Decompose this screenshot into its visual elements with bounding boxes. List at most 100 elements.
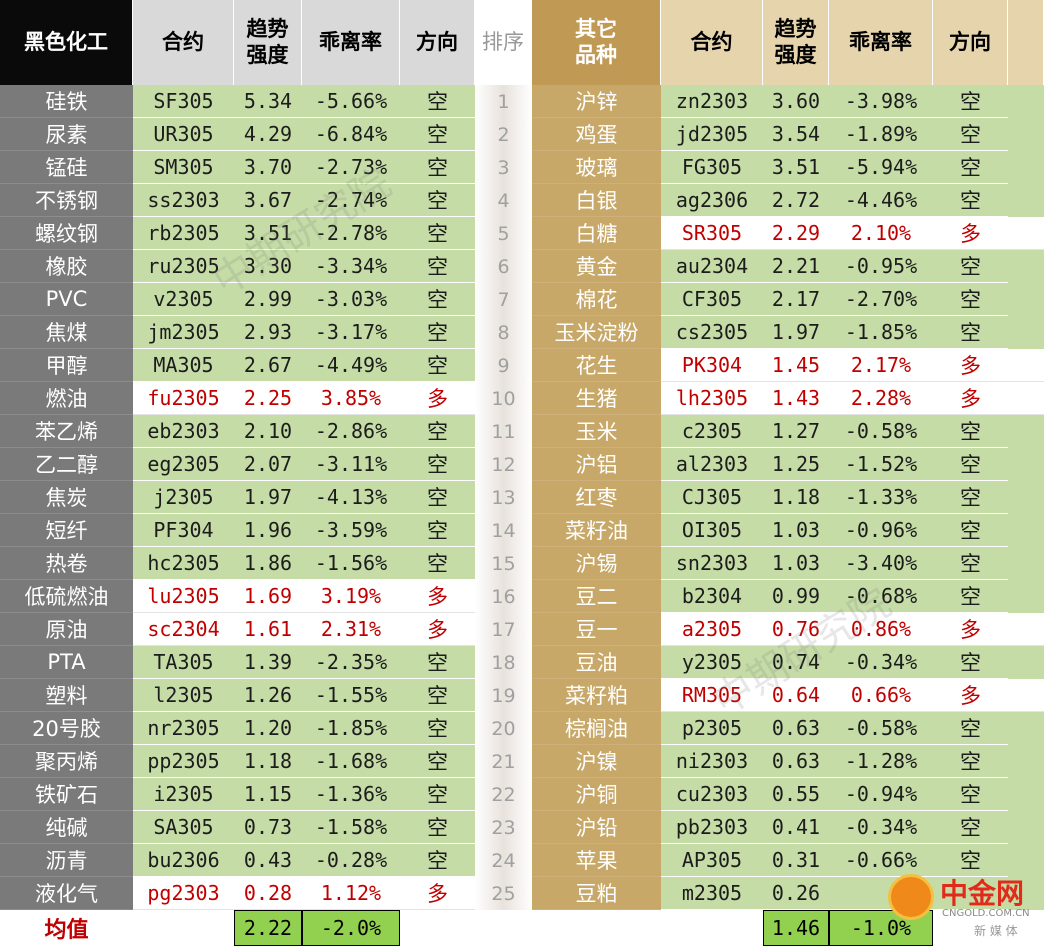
left-contract: SF305 [133,85,234,118]
right-deviation: -1.33% [829,481,933,514]
rank-number: 9 [475,349,532,382]
row-edge [1008,580,1044,613]
rank-number: 24 [475,844,532,877]
left-strength: 1.20 [234,712,302,745]
left-direction: 空 [400,250,475,283]
left-contract: v2305 [133,283,234,316]
right-strength: 3.54 [763,118,829,151]
right-variety-name: 花生 [532,349,661,382]
right-variety-name: 沪镍 [532,745,661,778]
right-strength: 0.63 [763,745,829,778]
left-variety-name: 聚丙烯 [0,745,133,778]
right-deviation [829,877,933,910]
left-contract: TA305 [133,646,234,679]
row-edge [1008,349,1044,382]
right-direction: 多 [933,382,1008,415]
left-strength: 2.25 [234,382,302,415]
right-contract: a2305 [661,613,763,646]
right-deviation: -3.40% [829,547,933,580]
right-strength: 1.25 [763,448,829,481]
right-strength: 0.26 [763,877,829,910]
right-contract: CJ305 [661,481,763,514]
right-strength: 2.29 [763,217,829,250]
right-contract: PK304 [661,349,763,382]
rank-number: 6 [475,250,532,283]
left-variety-name: 焦煤 [0,316,133,349]
right-deviation: 2.28% [829,382,933,415]
left-deviation: -3.17% [302,316,400,349]
right-variety-name: 苹果 [532,844,661,877]
rank-number: 13 [475,481,532,514]
left-strength: 3.51 [234,217,302,250]
right-contract: sn2303 [661,547,763,580]
right-strength: 0.64 [763,679,829,712]
left-deviation: -0.28% [302,844,400,877]
left-contract: PF304 [133,514,234,547]
left-contract: pg2303 [133,877,234,910]
right-deviation-header: 乖离率 [829,0,933,85]
right-direction: 空 [933,448,1008,481]
right-deviation: -0.68% [829,580,933,613]
row-edge [1008,283,1044,316]
left-deviation: -4.13% [302,481,400,514]
right-contract: au2304 [661,250,763,283]
right-variety-name: 鸡蛋 [532,118,661,151]
right-direction: 空 [933,712,1008,745]
right-strength: 1.27 [763,415,829,448]
right-deviation: 2.10% [829,217,933,250]
right-deviation: -0.34% [829,646,933,679]
right-strength: 2.72 [763,184,829,217]
right-strength: 1.97 [763,316,829,349]
right-contract: b2304 [661,580,763,613]
right-variety-name: 豆油 [532,646,661,679]
right-strength: 3.51 [763,151,829,184]
right-variety-name: 白糖 [532,217,661,250]
right-variety-name: 红枣 [532,481,661,514]
right-variety-name: 菜籽粕 [532,679,661,712]
right-contract: ni2303 [661,745,763,778]
right-deviation: -0.58% [829,415,933,448]
right-variety-name: 菜籽油 [532,514,661,547]
right-contract: m2305 [661,877,763,910]
rank-number: 20 [475,712,532,745]
left-contract-header: 合约 [133,0,234,85]
right-deviation: -0.66% [829,844,933,877]
left-variety-name: 螺纹钢 [0,217,133,250]
left-strength: 1.39 [234,646,302,679]
row-edge [1008,778,1044,811]
left-strength: 2.93 [234,316,302,349]
right-deviation: -1.52% [829,448,933,481]
left-variety-name: 橡胶 [0,250,133,283]
left-direction: 空 [400,448,475,481]
right-direction: 空 [933,580,1008,613]
right-average-strength: 1.46 [763,910,829,946]
rank-number: 16 [475,580,532,613]
left-deviation: -3.34% [302,250,400,283]
right-variety-name: 沪铅 [532,811,661,844]
right-strength: 0.31 [763,844,829,877]
right-direction: 多 [933,679,1008,712]
right-contract: p2305 [661,712,763,745]
rank-number: 21 [475,745,532,778]
right-direction: 空 [933,85,1008,118]
right-contract: y2305 [661,646,763,679]
left-direction-header: 方向 [400,0,475,85]
left-direction: 空 [400,811,475,844]
left-direction: 空 [400,217,475,250]
right-variety-name: 沪铜 [532,778,661,811]
row-edge [1008,217,1044,250]
footer-blank [532,910,661,946]
left-strength: 1.61 [234,613,302,646]
left-deviation: 3.19% [302,580,400,613]
left-variety-name: PTA [0,646,133,679]
left-contract: SA305 [133,811,234,844]
left-contract: bu2306 [133,844,234,877]
left-direction: 空 [400,547,475,580]
right-contract: cs2305 [661,316,763,349]
rank-number: 2 [475,118,532,151]
row-edge [1008,679,1044,712]
left-deviation: -2.74% [302,184,400,217]
right-strength: 0.55 [763,778,829,811]
rank-number: 1 [475,85,532,118]
left-deviation: -2.86% [302,415,400,448]
